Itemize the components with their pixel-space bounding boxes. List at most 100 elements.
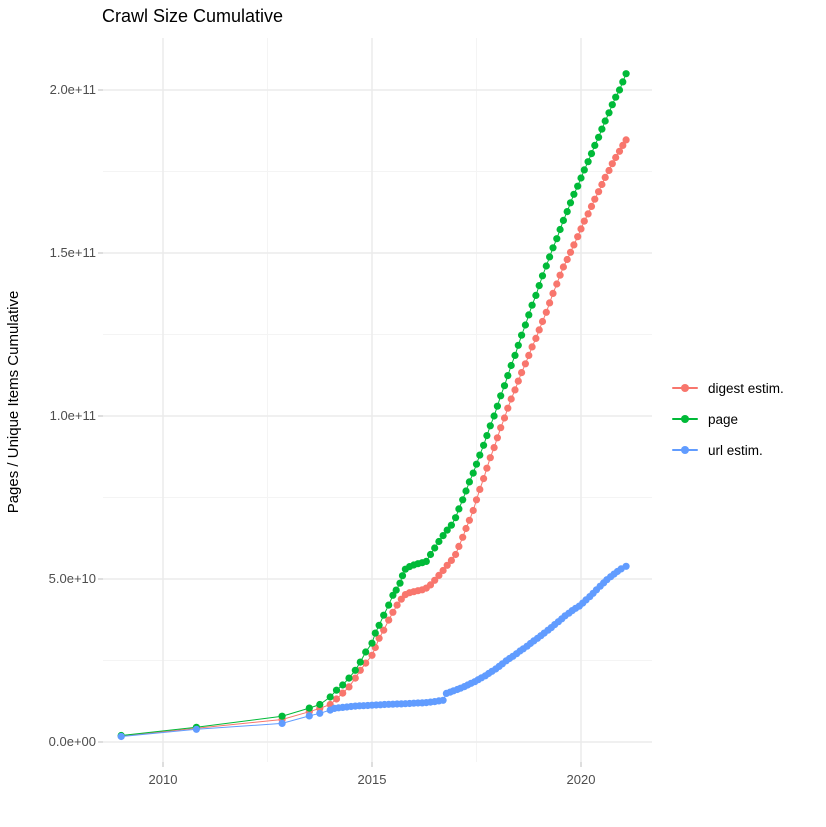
data-point	[332, 686, 341, 694]
data-point	[622, 136, 630, 144]
data-point	[435, 571, 443, 580]
data-point	[584, 158, 592, 166]
data-point	[316, 700, 324, 709]
data-point	[192, 725, 200, 733]
legend-key-dot	[681, 446, 689, 454]
data-point	[305, 704, 313, 712]
data-point	[362, 648, 370, 656]
data-point	[493, 402, 501, 410]
data-point	[305, 712, 313, 720]
legend-key-icon	[672, 441, 698, 459]
data-point	[462, 487, 470, 495]
x-tick-label: 2015	[357, 772, 387, 787]
data-point	[455, 542, 463, 551]
data-point	[483, 464, 491, 472]
data-point	[535, 282, 543, 290]
data-point	[612, 93, 620, 101]
data-point	[615, 147, 624, 155]
x-tick-label: 2010	[148, 772, 178, 787]
data-point	[455, 505, 463, 513]
data-point	[553, 235, 561, 243]
data-point	[439, 532, 447, 540]
data-point	[500, 382, 509, 390]
data-point	[380, 626, 388, 634]
data-point	[472, 496, 481, 504]
y-tick-label: 2.0e+11	[49, 82, 96, 97]
data-point	[511, 351, 519, 359]
data-point	[497, 424, 505, 432]
axis-ticks	[98, 89, 582, 767]
data-point	[570, 190, 578, 198]
data-point	[476, 485, 484, 493]
data-point	[316, 709, 324, 717]
data-point	[566, 199, 575, 207]
data-point	[439, 696, 447, 704]
data-point	[605, 166, 613, 175]
legend: digest estim. page url estim.	[672, 377, 784, 470]
data-point	[595, 133, 603, 141]
data-point	[465, 478, 473, 486]
data-point	[507, 395, 515, 403]
data-point	[439, 566, 447, 575]
data-point	[521, 360, 530, 368]
data-point	[542, 262, 550, 270]
data-point	[385, 616, 393, 624]
data-point	[497, 392, 505, 400]
data-point	[443, 561, 451, 569]
data-point	[452, 514, 460, 522]
data-point	[426, 581, 435, 589]
data-point	[375, 621, 383, 629]
data-point	[431, 544, 439, 552]
data-point	[368, 639, 376, 647]
data-point	[375, 634, 383, 642]
data-point	[332, 695, 341, 703]
data-point	[608, 101, 616, 109]
data-point	[580, 166, 588, 174]
data-point	[371, 629, 379, 637]
data-point	[398, 572, 407, 580]
data-point	[469, 506, 477, 515]
legend-label: page	[708, 411, 739, 427]
y-tick-label: 1.5e+11	[49, 245, 96, 260]
data-point	[339, 689, 347, 697]
data-point	[397, 595, 405, 603]
data-series	[117, 70, 630, 741]
data-point	[345, 674, 353, 682]
data-point	[525, 351, 533, 359]
data-point	[559, 216, 568, 224]
data-point	[362, 659, 370, 667]
data-point	[443, 526, 451, 534]
y-tick-label: 0.0e+00	[48, 734, 96, 749]
data-point	[532, 334, 540, 342]
data-point	[480, 475, 488, 483]
data-point	[549, 244, 557, 252]
data-point	[380, 611, 388, 619]
data-point	[619, 141, 627, 149]
data-point	[549, 289, 557, 297]
data-point	[476, 451, 484, 459]
data-point	[486, 454, 494, 462]
data-point	[480, 441, 488, 449]
data-point	[389, 608, 397, 616]
data-point	[570, 241, 578, 249]
data-point	[422, 557, 430, 566]
data-point	[465, 516, 473, 524]
data-point	[556, 225, 564, 234]
data-point	[521, 321, 530, 329]
data-point	[608, 160, 616, 168]
data-point	[389, 591, 397, 599]
data-point	[504, 404, 512, 412]
data-point	[584, 210, 592, 218]
data-point	[490, 444, 498, 452]
data-point	[452, 550, 460, 559]
legend-item: page	[672, 408, 784, 430]
data-point	[392, 586, 400, 594]
data-point	[556, 271, 564, 279]
data-point	[563, 255, 571, 264]
data-point	[514, 341, 522, 349]
data-point	[622, 562, 630, 570]
data-point	[431, 576, 439, 584]
data-point	[598, 180, 606, 189]
chart-title: Crawl Size Cumulative	[102, 6, 284, 26]
